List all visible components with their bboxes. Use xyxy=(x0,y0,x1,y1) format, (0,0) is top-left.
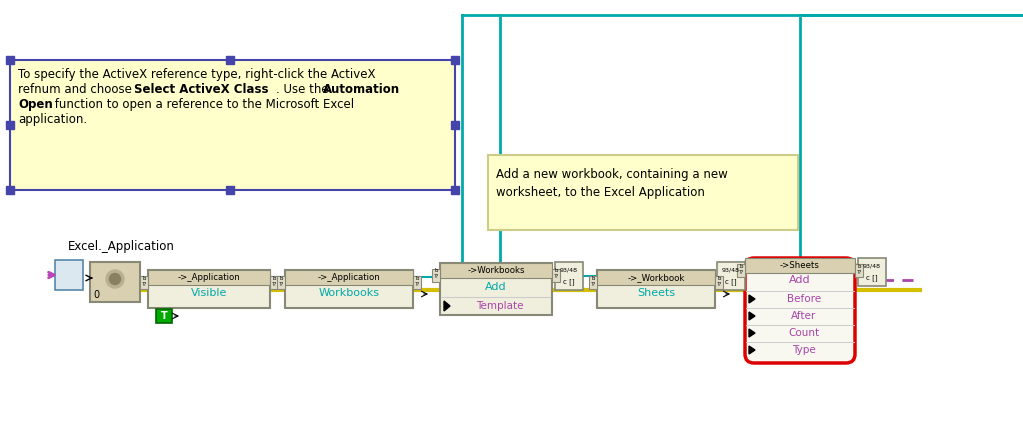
Text: ??: ?? xyxy=(414,282,419,287)
Circle shape xyxy=(109,273,121,285)
Bar xyxy=(440,263,552,278)
Text: Select ActiveX Class: Select ActiveX Class xyxy=(134,83,268,96)
Text: Workbooks: Workbooks xyxy=(318,288,380,298)
Text: Open: Open xyxy=(18,98,53,111)
FancyBboxPatch shape xyxy=(745,258,855,363)
Bar xyxy=(717,262,745,290)
Text: ->_Workbook: ->_Workbook xyxy=(627,273,684,282)
Polygon shape xyxy=(749,295,755,303)
Text: b: b xyxy=(434,268,438,273)
Text: 0: 0 xyxy=(93,290,99,300)
Text: Automation: Automation xyxy=(323,83,400,96)
Bar xyxy=(226,186,234,194)
Bar xyxy=(715,276,723,289)
Text: Excel._Application: Excel._Application xyxy=(68,240,175,253)
Text: b: b xyxy=(591,276,594,281)
Text: b: b xyxy=(717,276,721,281)
Text: Add a new workbook, containing a new: Add a new workbook, containing a new xyxy=(496,168,727,181)
Text: Before: Before xyxy=(787,294,821,304)
Bar xyxy=(285,270,413,308)
Bar xyxy=(226,56,234,64)
Text: Add: Add xyxy=(789,275,811,285)
Text: ->Workbooks: ->Workbooks xyxy=(468,266,525,275)
Bar xyxy=(413,276,421,289)
Bar xyxy=(270,276,278,289)
Bar xyxy=(10,60,455,190)
Text: 93/48: 93/48 xyxy=(863,263,881,268)
Bar xyxy=(285,270,413,285)
Text: Count: Count xyxy=(789,328,819,338)
Text: b: b xyxy=(272,276,276,281)
Text: b: b xyxy=(279,276,282,281)
Text: After: After xyxy=(792,311,816,321)
Text: ->_Application: ->_Application xyxy=(317,273,381,282)
Bar xyxy=(90,262,140,302)
Bar xyxy=(451,56,459,64)
Text: b: b xyxy=(554,268,558,273)
Bar xyxy=(597,270,715,308)
Bar xyxy=(6,121,14,129)
Polygon shape xyxy=(749,312,755,320)
Circle shape xyxy=(106,270,124,288)
Text: ->_Application: ->_Application xyxy=(178,273,240,282)
Bar xyxy=(488,155,798,230)
Text: T: T xyxy=(161,311,168,321)
Text: c []: c [] xyxy=(725,279,737,285)
Text: c []: c [] xyxy=(866,275,878,282)
Bar xyxy=(745,258,855,273)
Text: refnum and choose: refnum and choose xyxy=(18,83,136,96)
Text: ??: ?? xyxy=(271,282,276,287)
Bar xyxy=(858,258,886,286)
Text: ??: ?? xyxy=(434,274,439,279)
Text: 93/48: 93/48 xyxy=(722,268,740,273)
Text: b: b xyxy=(415,276,418,281)
Bar xyxy=(451,121,459,129)
Text: Type: Type xyxy=(792,345,816,355)
Text: . Use the: . Use the xyxy=(276,83,332,96)
Text: Add: Add xyxy=(485,282,506,292)
Text: worksheet, to the Excel Application: worksheet, to the Excel Application xyxy=(496,186,705,199)
Bar xyxy=(589,276,597,289)
Bar xyxy=(148,270,270,308)
Polygon shape xyxy=(749,329,755,337)
Bar xyxy=(6,186,14,194)
Bar xyxy=(552,269,560,282)
Text: To specify the ActiveX reference type, right-click the ActiveX: To specify the ActiveX reference type, r… xyxy=(18,68,375,81)
Text: b: b xyxy=(857,263,860,268)
Text: ??: ?? xyxy=(716,282,721,287)
Text: ??: ?? xyxy=(278,282,283,287)
Bar xyxy=(6,56,14,64)
Text: b: b xyxy=(740,263,743,268)
Text: ??: ?? xyxy=(141,282,146,287)
Text: ??: ?? xyxy=(590,282,595,287)
Text: Sheets: Sheets xyxy=(637,288,675,298)
Bar xyxy=(555,262,583,290)
Bar xyxy=(597,270,715,285)
Text: Visible: Visible xyxy=(191,288,227,298)
Text: ??: ?? xyxy=(553,274,559,279)
Bar xyxy=(737,264,745,277)
Text: application.: application. xyxy=(18,113,87,126)
Bar xyxy=(855,264,863,277)
Bar xyxy=(148,270,270,285)
Text: c []: c [] xyxy=(564,279,575,285)
Bar xyxy=(55,260,83,290)
Bar xyxy=(140,276,148,289)
Text: ??: ?? xyxy=(739,270,744,274)
Bar xyxy=(155,309,172,323)
Bar xyxy=(451,186,459,194)
Text: Template: Template xyxy=(477,301,524,311)
Polygon shape xyxy=(444,301,450,311)
Text: ->Sheets: ->Sheets xyxy=(781,261,820,270)
Text: b: b xyxy=(142,276,145,281)
Bar xyxy=(440,263,552,315)
Text: 93/48: 93/48 xyxy=(560,268,578,273)
Polygon shape xyxy=(749,346,755,354)
Bar xyxy=(277,276,285,289)
Text: ??: ?? xyxy=(856,270,861,274)
Text: function to open a reference to the Microsoft Excel: function to open a reference to the Micr… xyxy=(51,98,354,111)
Bar xyxy=(432,269,440,282)
